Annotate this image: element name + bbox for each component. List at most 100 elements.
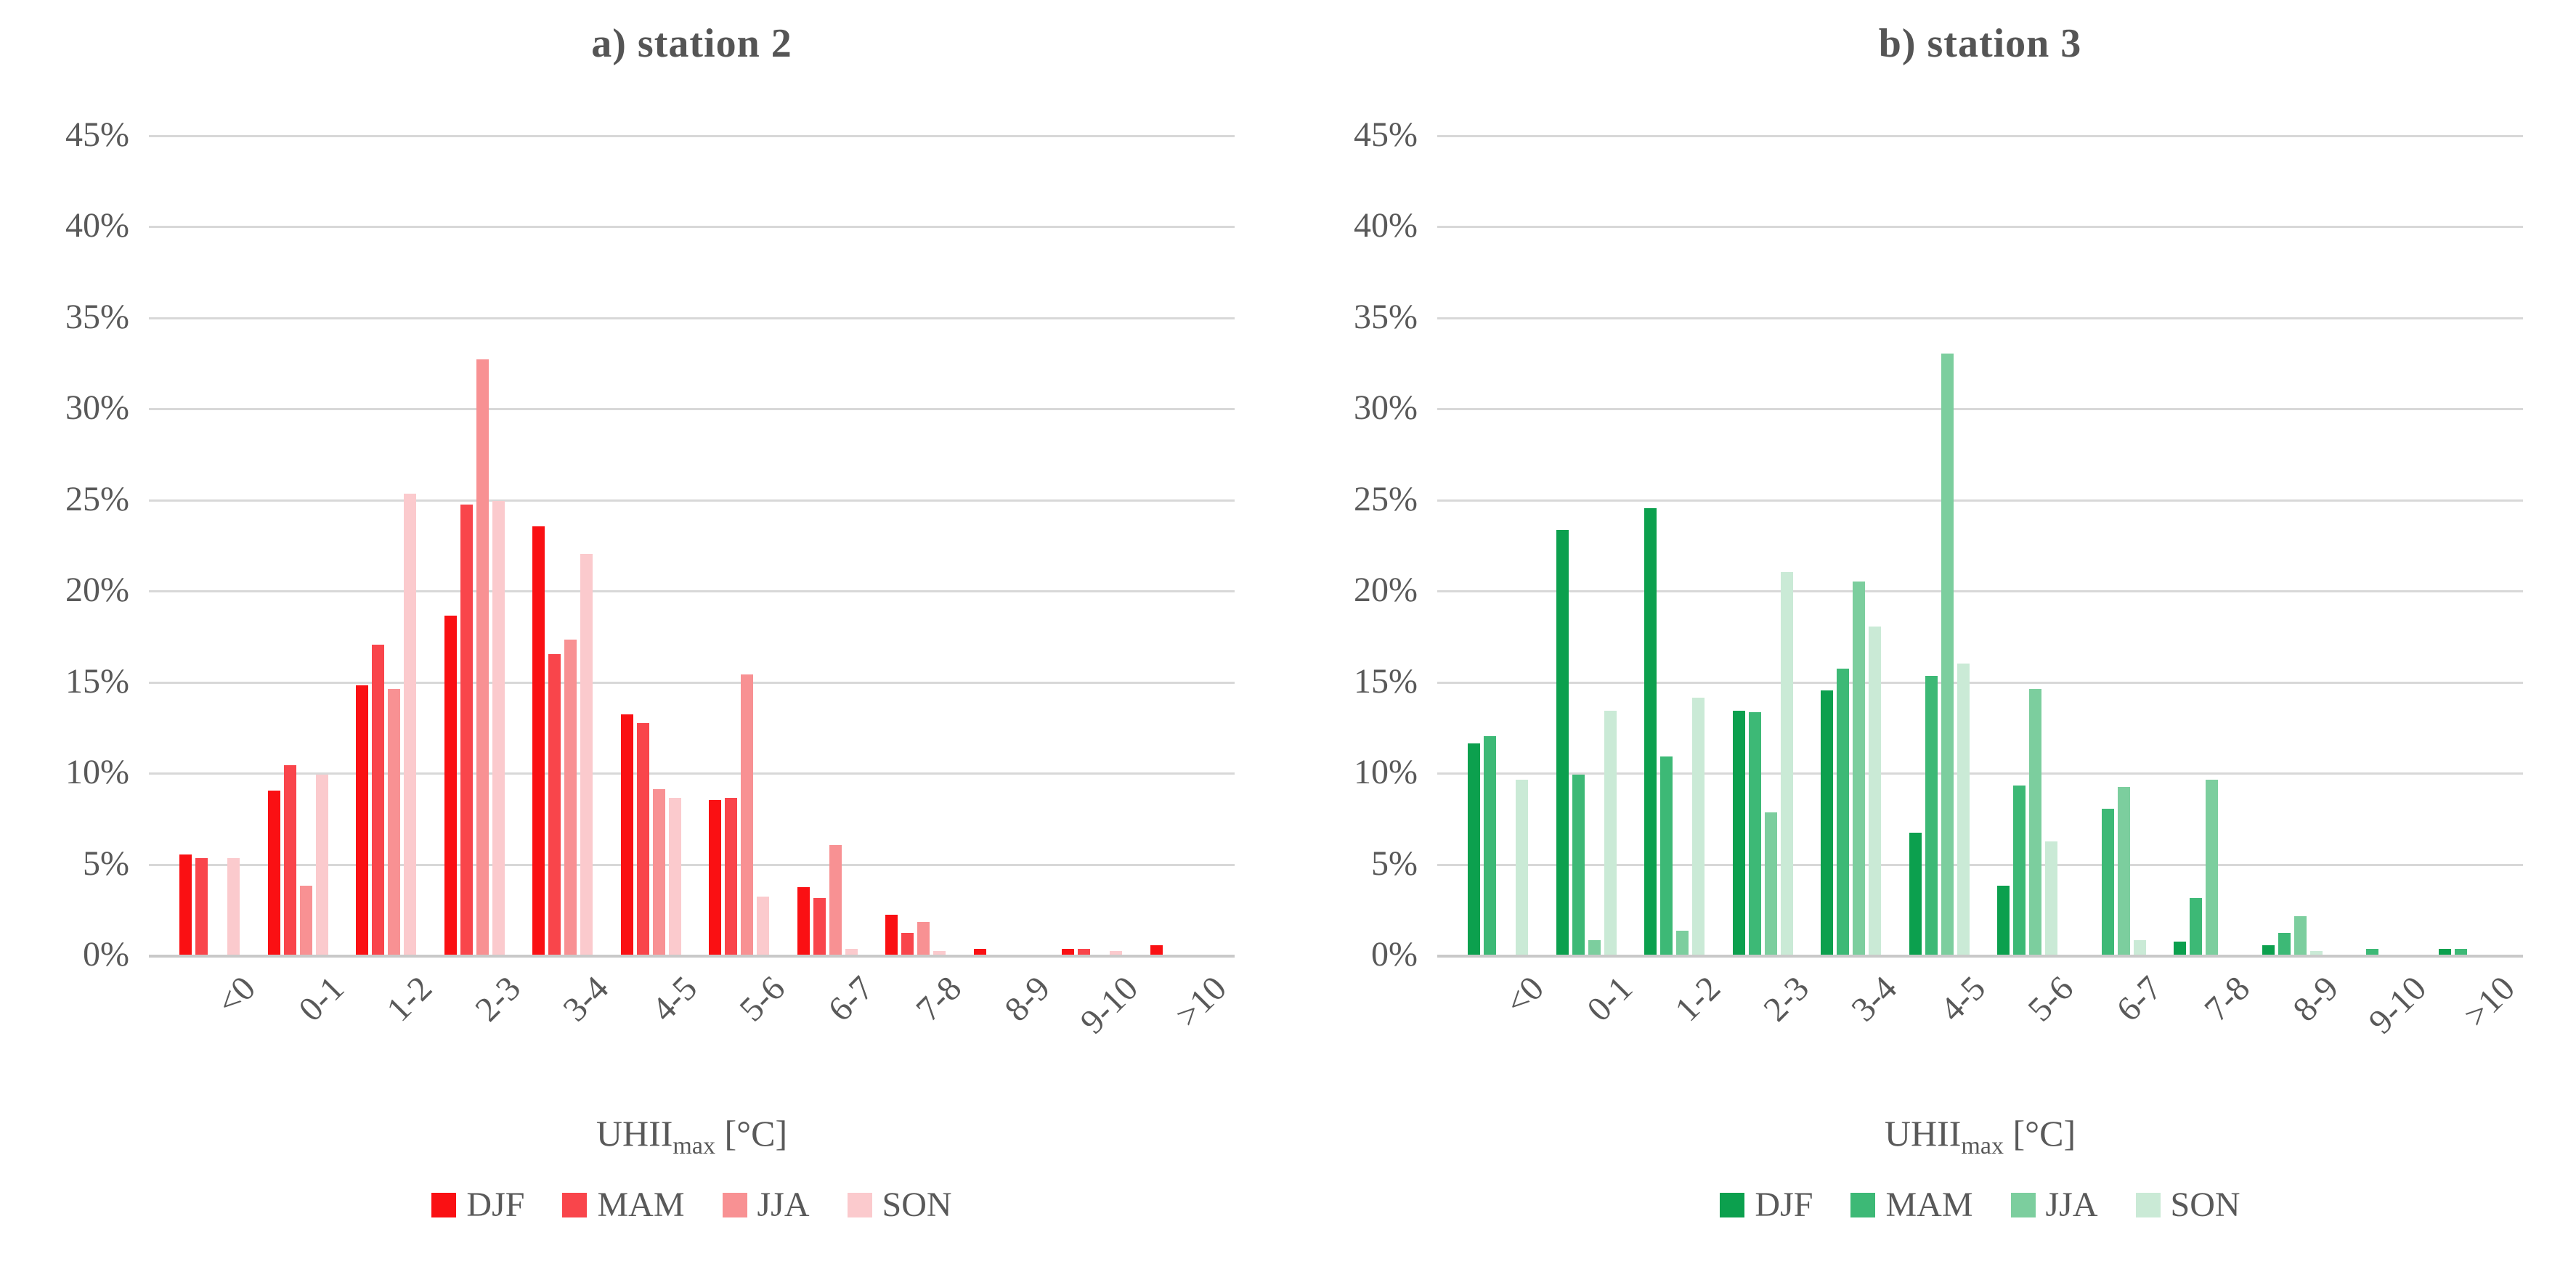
bar-MAM-8-9: [2278, 933, 2291, 955]
bar-MAM-1-2: [1660, 756, 1673, 955]
bar-JJA-1-2: [388, 689, 400, 955]
bar-JJA-0-1: [1588, 940, 1601, 955]
gridline: [1437, 499, 2523, 502]
bar-DJF-2-3: [1733, 711, 1745, 955]
legend-label-SON: SON: [882, 1186, 952, 1224]
bar-MAM-2-3: [460, 505, 473, 955]
bar-MAM-7-8: [2190, 898, 2202, 955]
legend-label-DJF: DJF: [466, 1186, 525, 1224]
bar-SON-<0: [1516, 780, 1528, 955]
bar-DJF->10: [2439, 949, 2451, 955]
legend-item-DJF: DJF: [1720, 1188, 1813, 1223]
x-axis-tick-label: 8-9: [997, 968, 1058, 1029]
bar-MAM-9-10: [1078, 949, 1090, 955]
gridline: [149, 590, 1235, 592]
x-axis-tick-label: <0: [1498, 968, 1552, 1023]
bar-SON-6-7: [2134, 940, 2146, 955]
legend-item-SON: SON: [2135, 1186, 2240, 1224]
bar-JJA-5-6: [741, 674, 753, 955]
bar-DJF-0-1: [1556, 530, 1569, 955]
bar-SON-4-5: [669, 798, 681, 955]
gridline: [1437, 772, 2523, 775]
bar-SON-1-2: [404, 494, 416, 955]
gridline: [1437, 590, 2523, 592]
bar-JJA-2-3: [476, 359, 489, 955]
legend-label-JJA: JJA: [757, 1186, 810, 1224]
x-axis-title: UHIImax [°C]: [1437, 1112, 2523, 1160]
bar-MAM-5-6: [2013, 786, 2026, 955]
x-axis-tick-label: 5-6: [2020, 968, 2081, 1029]
x-axis-tick-label: <0: [209, 968, 264, 1023]
legend-label-SON: SON: [2170, 1186, 2240, 1224]
gridline: [149, 317, 1235, 319]
bar-DJF-7-8: [2174, 942, 2186, 955]
bar-MAM-6-7: [2102, 809, 2114, 955]
x-axis-tick-label: 9-10: [1073, 968, 1146, 1042]
x-axis-tick-label: 3-4: [1844, 968, 1905, 1029]
y-axis-tick-label: 35%: [1354, 298, 1418, 336]
bar-MAM->10: [2455, 949, 2467, 955]
plot-area: [1437, 135, 2523, 958]
legend-swatch-MAM: [562, 1193, 588, 1217]
y-axis-tick-label: 15%: [1354, 662, 1418, 701]
legend: DJF MAM JJA SON: [1437, 1188, 2523, 1223]
bar-SON-7-8: [933, 951, 946, 955]
legend-item-MAM: MAM: [1850, 1186, 1973, 1224]
x-axis-tick-label: 2-3: [468, 968, 529, 1029]
bar-SON-<0: [227, 858, 240, 955]
bar-SON-4-5: [1957, 664, 1970, 955]
x-axis-tick-label: 1-2: [1667, 968, 1728, 1029]
y-axis-tick-label: 10%: [1354, 753, 1418, 791]
bar-DJF-0-1: [268, 791, 280, 955]
legend-swatch-JJA: [2010, 1193, 2036, 1217]
bar-MAM-1-2: [372, 645, 384, 955]
legend-item-DJF: DJF: [431, 1188, 524, 1223]
bar-JJA-4-5: [653, 789, 665, 955]
x-axis-tick-label: 8-9: [2286, 968, 2347, 1029]
legend-swatch-DJF: [1720, 1193, 1745, 1217]
bar-MAM-0-1: [1572, 775, 1585, 955]
bar-SON-3-4: [1869, 627, 1881, 955]
bar-JJA-4-5: [1941, 354, 1954, 955]
legend-swatch-SON: [2135, 1193, 2161, 1217]
y-axis-tick-label: 30%: [1354, 388, 1418, 427]
legend-label-MAM: MAM: [1885, 1186, 1973, 1224]
bar-MAM-<0: [1484, 736, 1496, 955]
x-axis-tick-label: 4-5: [644, 968, 705, 1029]
bar-SON-2-3: [492, 501, 505, 955]
bar-MAM-3-4: [1837, 669, 1849, 955]
bar-JJA-7-8: [917, 922, 930, 955]
x-axis-tick-label: 6-7: [2109, 968, 2170, 1029]
gridline: [149, 682, 1235, 684]
legend-swatch-SON: [847, 1193, 872, 1217]
gridline: [1437, 408, 2523, 410]
bar-JJA-7-8: [2206, 780, 2218, 955]
gridline: [149, 772, 1235, 775]
y-axis-tick-label: 25%: [1354, 480, 1418, 518]
bar-DJF-<0: [179, 854, 192, 955]
x-axis-title: UHIImax [°C]: [149, 1112, 1235, 1160]
bar-MAM-6-7: [813, 898, 826, 955]
bar-DJF-6-7: [797, 887, 810, 955]
y-axis-tick-label: 5%: [1371, 844, 1418, 883]
y-axis-tick-label: 40%: [65, 206, 129, 245]
y-axis-tick-label: 5%: [83, 844, 129, 883]
bar-MAM-4-5: [637, 723, 649, 955]
bar-SON-6-7: [845, 949, 858, 955]
legend-label-DJF: DJF: [1755, 1186, 1813, 1224]
chart-title: a) station 2: [591, 21, 792, 66]
bar-MAM-5-6: [725, 798, 737, 955]
x-axis-title-subscript: max: [1961, 1133, 2004, 1159]
x-axis-tick-label: 0-1: [1580, 968, 1641, 1029]
legend-swatch-MAM: [1850, 1193, 1876, 1217]
legend-item-JJA: JJA: [722, 1186, 810, 1224]
x-axis-tick-label: 4-5: [1933, 968, 1994, 1029]
legend-item-SON: SON: [847, 1186, 952, 1224]
plot-area: [149, 135, 1235, 958]
bar-DJF-3-4: [532, 526, 545, 955]
bar-SON-0-1: [316, 775, 328, 955]
x-axis-title-prefix: UHII: [596, 1113, 673, 1154]
y-axis-tick-label: 30%: [65, 388, 129, 427]
legend-label-JJA: JJA: [2045, 1186, 2098, 1224]
bar-DJF-1-2: [1644, 508, 1657, 955]
